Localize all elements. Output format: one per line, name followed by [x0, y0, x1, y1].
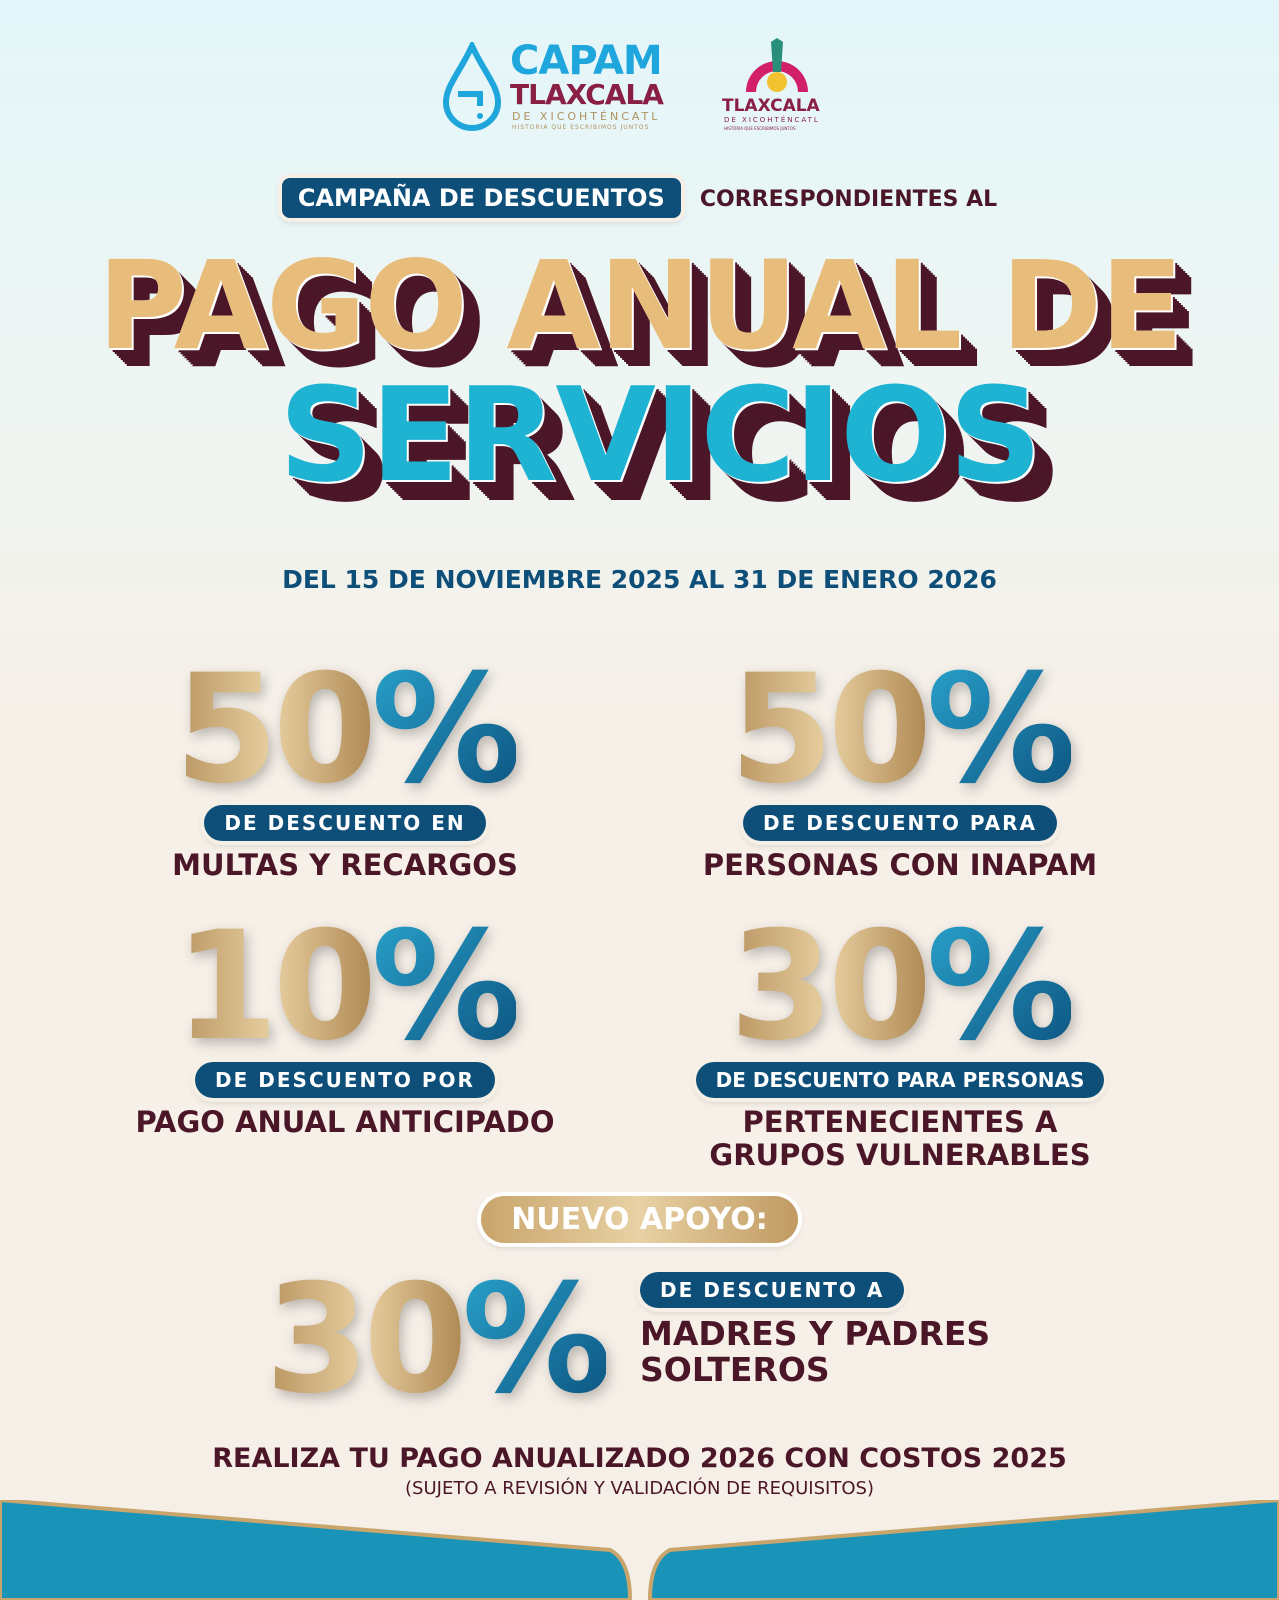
discount-pill: DE DESCUENTO POR: [195, 1062, 495, 1098]
title-line-2: SERVICIOS: [278, 359, 1042, 511]
new-support-percentage: 30%: [265, 1253, 612, 1427]
crest-icon: [746, 38, 808, 92]
logo-slogan: HISTORIA QUE ESCRIBIMOS JUNTOS: [512, 124, 650, 131]
campaign-pill: CAMPAÑA DE DESCUENTOS: [281, 178, 681, 218]
discount-percentage: 50%: [174, 643, 521, 817]
discount-description: PAGO ANUAL ANTICIPADO: [135, 1105, 555, 1139]
discount-multas: 50% DE DESCUENTO EN MULTAS Y RECARGOS: [65, 655, 625, 882]
logo-slogan: HISTORIA QUE ESCRIBIMOS JUNTOS: [724, 126, 796, 131]
decorative-footer-band: [0, 1500, 1279, 1600]
campaign-subtitle: CORRESPONDIENTES AL: [699, 187, 998, 212]
tlaxcala-wordmark: TLAXCALA: [510, 78, 664, 111]
footer-note: (SUJETO A REVISIÓN Y VALIDACIÓN DE REQUI…: [405, 1478, 874, 1499]
campaign-header: CAMPAÑA DE DESCUENTOS CORRESPONDIENTES A…: [0, 178, 1279, 218]
new-support-label-wrap: NUEVO APOYO:: [0, 1196, 1279, 1243]
footer-headline: REALIZA TU PAGO ANUALIZADO 2026 CON COST…: [212, 1443, 1067, 1474]
capam-logo: CAPAM TLAXCALA DE XICOHTÉNCATL HISTORIA …: [440, 38, 700, 132]
tlaxcala-wordmark: TLAXCALA: [722, 96, 820, 116]
discount-description: PERTENECIENTES A GRUPOS VULNERABLES: [709, 1105, 1091, 1173]
water-drop-faucet-icon: [442, 42, 502, 131]
new-support-label: NUEVO APOYO:: [481, 1196, 798, 1243]
campaign-dates: DEL 15 DE NOVIEMBRE 2025 AL 31 DE ENERO …: [282, 565, 997, 594]
gobierno-tlaxcala-logo: TLAXCALA DE XICOHTÉNCATL HISTORIA QUE ES…: [722, 38, 832, 134]
discount-grupos-vulnerables: 30% DE DESCUENTO PARA PERSONAS PERTENECI…: [620, 912, 1180, 1173]
discount-percentage: 30%: [729, 900, 1076, 1074]
discount-pill: DE DESCUENTO EN: [204, 805, 486, 841]
discount-inapam: 50% DE DESCUENTO PARA PERSONAS CON INAPA…: [620, 655, 1180, 882]
new-support-line-1: MADRES Y PADRES: [640, 1314, 991, 1353]
discount-pago-anticipado: 10% DE DESCUENTO POR PAGO ANUAL ANTICIPA…: [65, 912, 625, 1139]
title-line-1: PAGO ANUAL DE: [97, 235, 1183, 377]
discount-description: PERSONAS CON INAPAM: [702, 848, 1098, 882]
logo-subtitle: DE XICOHTÉNCATL: [512, 110, 661, 123]
new-support-line-2: SOLTEROS: [640, 1350, 830, 1390]
discount-description: MULTAS Y RECARGOS: [172, 848, 518, 882]
capam-wordmark: CAPAM: [510, 38, 663, 84]
discount-pill: DE DESCUENTO A: [640, 1272, 905, 1308]
discount-percentage: 50%: [729, 643, 1076, 817]
logo-subtitle: DE XICOHTÉNCATL: [724, 116, 820, 124]
new-support-details: DE DESCUENTO A MADRES Y PADRES SOLTEROS: [640, 1272, 990, 1389]
discount-pill: DE DESCUENTO PARA PERSONAS: [695, 1062, 1105, 1098]
discount-percentage: 10%: [174, 900, 521, 1074]
discount-pill: DE DESCUENTO PARA: [743, 805, 1057, 841]
